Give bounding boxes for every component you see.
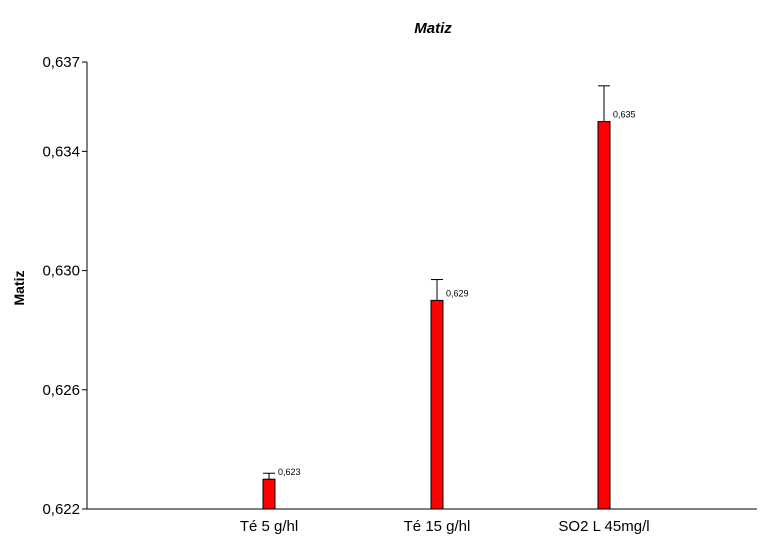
chart-title: Matiz xyxy=(414,20,452,37)
bar xyxy=(597,121,611,510)
data-label: 0,629 xyxy=(446,288,469,298)
x-tick-label: Té 15 g/hl xyxy=(404,518,471,535)
data-label: 0,635 xyxy=(613,110,636,120)
y-axis-label: Matiz xyxy=(11,271,27,306)
bars xyxy=(262,121,611,510)
y-tick-label: 0,626 xyxy=(42,382,80,399)
y-tick-label: 0,634 xyxy=(42,143,80,160)
y-axis-ticks: 0,622 0,626 0,630 0,634 0,637 xyxy=(42,54,87,518)
y-tick-label: 0,630 xyxy=(42,263,80,280)
data-label: 0,623 xyxy=(278,467,301,477)
error-bars xyxy=(263,85,610,480)
data-labels: 0,623 0,629 0,635 xyxy=(278,110,636,478)
x-tick-label: SO2 L 45mg/l xyxy=(558,518,649,535)
y-tick-label: 0,637 xyxy=(42,54,80,71)
axes xyxy=(86,62,757,510)
x-axis-ticks: Té 5 g/hl Té 15 g/hl SO2 L 45mg/l xyxy=(240,518,650,535)
bar xyxy=(262,478,276,510)
x-tick-label: Té 5 g/hl xyxy=(240,518,298,535)
y-tick-label: 0,622 xyxy=(42,501,80,518)
bar xyxy=(430,299,444,510)
